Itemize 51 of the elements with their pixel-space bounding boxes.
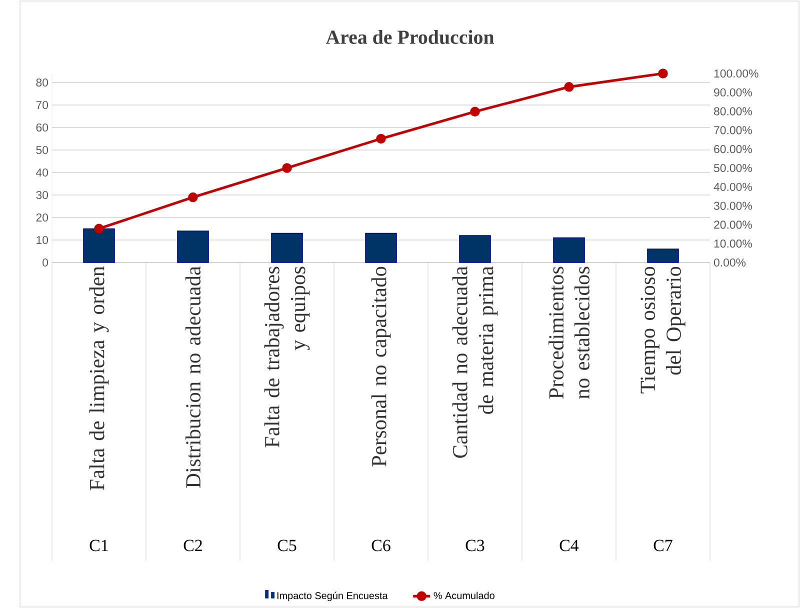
- x-tick-label: Falta de trabajadores y equipos: [264, 266, 310, 448]
- y2-tick-label: 70.00%: [714, 126, 752, 134]
- bar: [459, 235, 491, 263]
- point: [376, 134, 386, 144]
- point: [470, 106, 480, 117]
- x-tick-label: Distribucion no adecuada: [185, 266, 201, 488]
- bar: [365, 232, 397, 263]
- bar: [177, 230, 209, 263]
- point: [564, 82, 574, 92]
- y2-tick-label: 90.00%: [714, 88, 752, 96]
- x-tick-label: Falta de limpieza y orden: [89, 266, 109, 490]
- y-tick-label: 30: [36, 190, 48, 200]
- x-tick-label: Personal no capacitado: [371, 266, 391, 466]
- bar: [271, 232, 303, 263]
- text: C5: [278, 540, 296, 552]
- x-tick-label: Procedimientos no establecidos: [548, 266, 590, 399]
- y-tick-label: 50: [36, 146, 48, 154]
- y-tick-label: 10: [36, 236, 48, 244]
- y2-tick-label: 20.00%: [714, 220, 752, 229]
- bar: [83, 228, 115, 263]
- y-tick-label: 70: [36, 100, 48, 110]
- y2-tick-label: 50.00%: [714, 164, 752, 172]
- y-tick-label: 60: [36, 123, 48, 132]
- point: [282, 163, 292, 173]
- bar: [647, 248, 679, 263]
- text: C3: [466, 540, 484, 552]
- y-tick-label: 20: [36, 213, 48, 222]
- text: C6: [372, 540, 390, 552]
- text: C1: [90, 540, 108, 552]
- legend-label: % Acumulado: [434, 592, 494, 600]
- y-tick-label: 0: [42, 258, 48, 267]
- text: C4: [560, 540, 579, 552]
- point: [94, 224, 104, 234]
- text: C7: [654, 540, 672, 552]
- x-tick-label: Tiempo osioso del Operario: [640, 266, 686, 394]
- y-tick-label: 40: [36, 168, 48, 177]
- y2-tick-label: 10.00%: [714, 240, 752, 248]
- y2-tick-label: 0.00%: [714, 258, 746, 267]
- text: C2: [184, 540, 202, 552]
- y2-tick-label: 80.00%: [714, 107, 752, 116]
- chart-title: Area de Produccion: [326, 30, 494, 44]
- y2-tick-label: 100.00%: [714, 69, 758, 78]
- bar: [553, 237, 585, 263]
- legend-label: Impacto Según Encuesta: [277, 592, 388, 602]
- y2-tick-label: 40.00%: [714, 182, 752, 191]
- point: [658, 68, 668, 78]
- y2-tick-label: 30.00%: [714, 202, 752, 210]
- x-tick-label: Cantidad no adecuada de materia prima: [452, 266, 498, 458]
- y2-tick-label: 60.00%: [714, 145, 752, 154]
- y-tick-label: 80: [36, 78, 48, 87]
- point: [188, 192, 198, 202]
